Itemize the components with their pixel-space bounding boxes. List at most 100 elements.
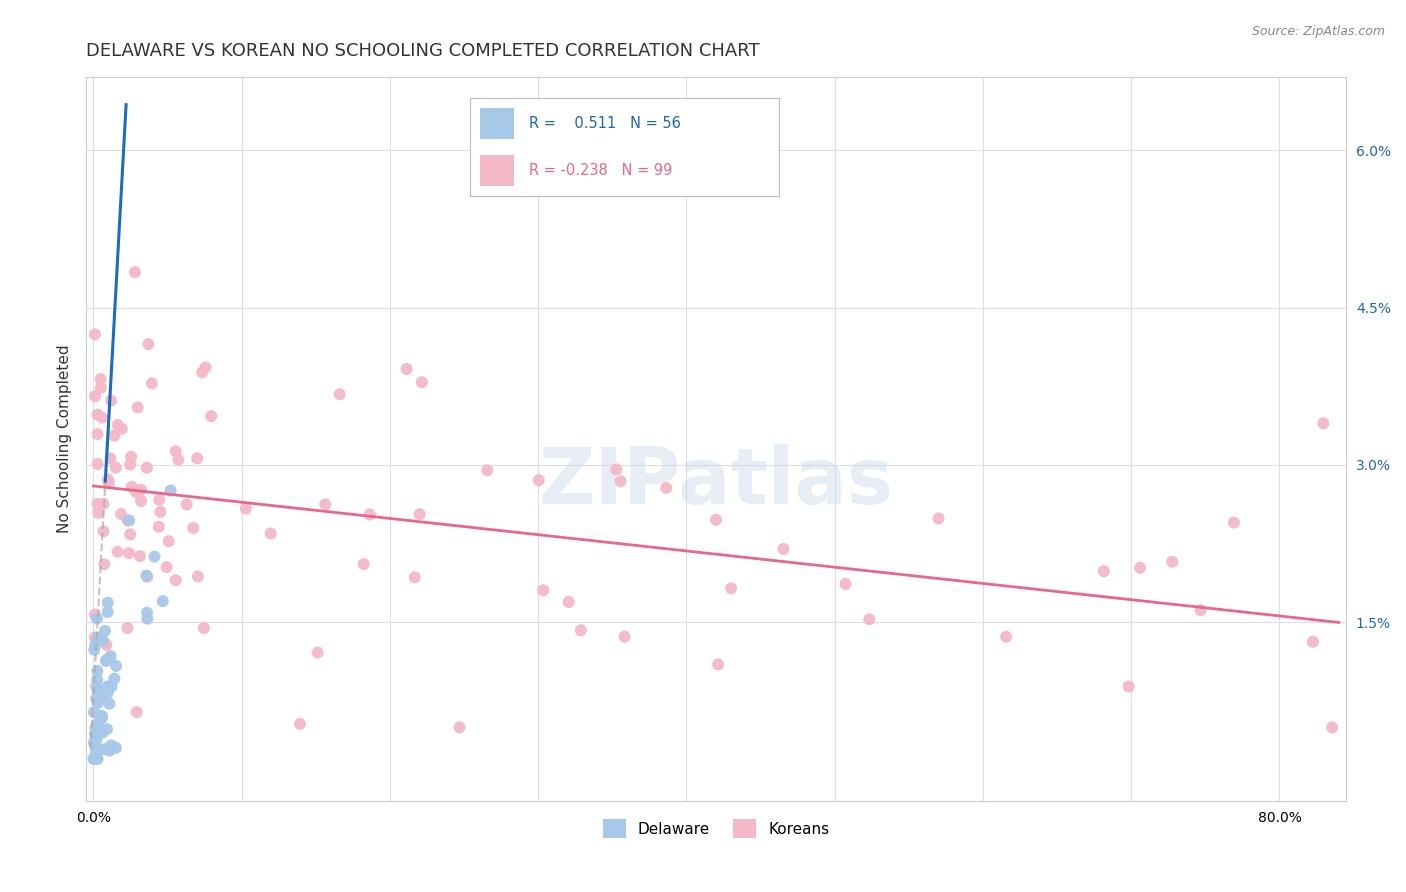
Point xyxy=(105,659,128,673)
Point xyxy=(98,697,121,711)
Point xyxy=(91,410,114,425)
Point xyxy=(97,475,120,490)
Point xyxy=(111,422,134,436)
Point xyxy=(1092,564,1115,578)
Point xyxy=(129,549,152,563)
Point xyxy=(93,558,115,572)
Point xyxy=(613,630,636,644)
Point xyxy=(86,457,108,471)
Point xyxy=(96,723,118,737)
Point xyxy=(100,739,122,753)
Point xyxy=(84,327,107,342)
Point xyxy=(186,451,208,466)
Point xyxy=(193,621,215,635)
Point xyxy=(84,746,107,760)
Point xyxy=(136,570,159,584)
Point xyxy=(97,680,120,694)
Point xyxy=(104,740,127,755)
Point xyxy=(100,680,122,694)
Point xyxy=(527,473,550,487)
Point xyxy=(89,708,111,723)
Point xyxy=(103,428,125,442)
Point xyxy=(165,574,187,588)
Point xyxy=(1312,417,1334,431)
Point xyxy=(86,664,108,678)
Point xyxy=(97,596,120,610)
Point xyxy=(148,520,170,534)
Point xyxy=(91,725,114,739)
Point xyxy=(165,444,187,458)
Point xyxy=(91,633,114,648)
Point xyxy=(395,362,418,376)
Point xyxy=(120,527,142,541)
Point xyxy=(83,705,105,719)
Point xyxy=(89,687,111,701)
Point xyxy=(107,545,129,559)
Point xyxy=(449,720,471,734)
Point xyxy=(129,483,152,497)
Text: ZIPatlas: ZIPatlas xyxy=(538,444,894,520)
Point xyxy=(87,631,110,645)
Point xyxy=(84,692,107,706)
Point xyxy=(100,451,122,466)
Point xyxy=(194,360,217,375)
Point xyxy=(1118,680,1140,694)
Point xyxy=(84,721,107,735)
Point xyxy=(118,514,141,528)
Point xyxy=(86,408,108,422)
Point xyxy=(90,381,112,395)
Point xyxy=(90,689,112,703)
Point xyxy=(94,624,117,638)
Point xyxy=(86,673,108,687)
Point xyxy=(531,583,554,598)
Point xyxy=(97,605,120,619)
Text: Source: ZipAtlas.com: Source: ZipAtlas.com xyxy=(1251,25,1385,38)
Point xyxy=(1161,555,1184,569)
Point xyxy=(103,672,125,686)
Point xyxy=(135,568,157,582)
Point xyxy=(720,582,742,596)
Point xyxy=(858,612,880,626)
Point xyxy=(83,642,105,657)
Point xyxy=(408,507,430,521)
Point xyxy=(84,631,107,645)
Point xyxy=(83,737,105,751)
Point xyxy=(307,646,329,660)
Point xyxy=(86,497,108,511)
Point xyxy=(995,630,1018,644)
Point xyxy=(834,577,856,591)
Point xyxy=(100,649,122,664)
Point xyxy=(90,711,112,725)
Text: DELAWARE VS KOREAN NO SCHOOLING COMPLETED CORRELATION CHART: DELAWARE VS KOREAN NO SCHOOLING COMPLETE… xyxy=(86,42,759,60)
Point xyxy=(96,638,118,652)
Point xyxy=(127,401,149,415)
Point xyxy=(1320,720,1343,734)
Point xyxy=(125,705,148,719)
Point xyxy=(772,541,794,556)
Point xyxy=(155,560,177,574)
Point xyxy=(97,472,120,486)
Point xyxy=(107,418,129,433)
Point xyxy=(569,624,592,638)
Point xyxy=(329,387,352,401)
Point xyxy=(187,569,209,583)
Point xyxy=(93,742,115,756)
Point xyxy=(149,505,172,519)
Point xyxy=(157,534,180,549)
Point xyxy=(1302,635,1324,649)
Point xyxy=(477,463,499,477)
Point xyxy=(927,511,949,525)
Point xyxy=(87,723,110,737)
Point xyxy=(100,393,122,408)
Point xyxy=(86,684,108,698)
Point xyxy=(84,607,107,622)
Point xyxy=(83,752,105,766)
Point xyxy=(110,507,132,521)
Point xyxy=(404,570,426,584)
Point xyxy=(159,483,181,498)
Point xyxy=(84,638,107,652)
Point xyxy=(86,752,108,766)
Point xyxy=(411,376,433,390)
Point xyxy=(87,506,110,520)
Point xyxy=(1129,561,1152,575)
